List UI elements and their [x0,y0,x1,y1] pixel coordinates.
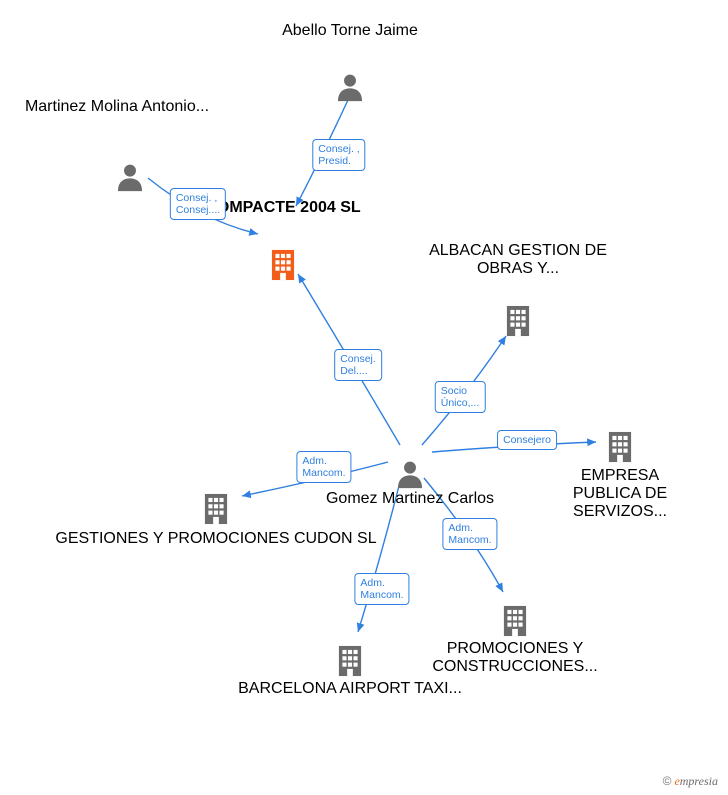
node-icon-wrap[interactable] [197,490,235,533]
edge-label: Socio Único,... [435,381,486,413]
node-label-wrap: EMPRESA PUBLICA DE SERVIZOS... [566,467,674,521]
node-label-wrap: COMPACTE 2004 SL [205,199,360,217]
diagram-canvas: Martinez Molina Antonio... Abello Torne … [0,0,728,795]
person-icon [393,457,427,491]
node-label-wrap: Abello Torne Jaime [282,22,418,40]
edge-label: Consej. Del.... [334,349,382,381]
node-icon-wrap[interactable] [331,642,369,685]
building-icon [264,246,302,284]
edge-label: Consej. , Presid. [312,139,365,171]
edge-label: Adm. Mancom. [354,573,409,605]
building-icon [499,302,537,340]
node-icon-wrap[interactable] [333,70,367,109]
node-label: Martinez Molina Antonio... [25,98,209,116]
building-icon [496,602,534,640]
building-icon [331,642,369,680]
copyright: ©empresia [663,774,718,789]
node-icon-wrap[interactable] [499,302,537,345]
node-icon-wrap[interactable] [393,457,427,496]
edge-label: Consej. , Consej.... [170,188,226,220]
node-label: ALBACAN GESTION DE OBRAS Y... [413,242,623,278]
building-icon [197,490,235,528]
node-label: EMPRESA PUBLICA DE SERVIZOS... [566,467,674,521]
person-icon [333,70,367,104]
building-icon [601,428,639,466]
edge-label: Adm. Mancom. [442,518,497,550]
node-label: PROMOCIONES Y CONSTRUCCIONES... [409,640,622,676]
node-label-wrap: ALBACAN GESTION DE OBRAS Y... [413,242,623,278]
node-icon-wrap[interactable] [264,246,302,289]
node-icon-wrap[interactable] [601,428,639,471]
edge-label: Consejero [497,430,557,450]
node-icon-wrap[interactable] [496,602,534,645]
node-label-wrap: PROMOCIONES Y CONSTRUCCIONES... [409,640,622,676]
copyright-rest: mpresia [680,774,718,788]
node-label: Abello Torne Jaime [282,22,418,40]
copyright-symbol: © [663,774,672,788]
node-icon-wrap[interactable] [113,160,147,199]
person-icon [113,160,147,194]
node-label-wrap: Martinez Molina Antonio... [25,98,209,116]
edge-label: Adm. Mancom. [296,451,351,483]
node-label: COMPACTE 2004 SL [205,199,360,217]
